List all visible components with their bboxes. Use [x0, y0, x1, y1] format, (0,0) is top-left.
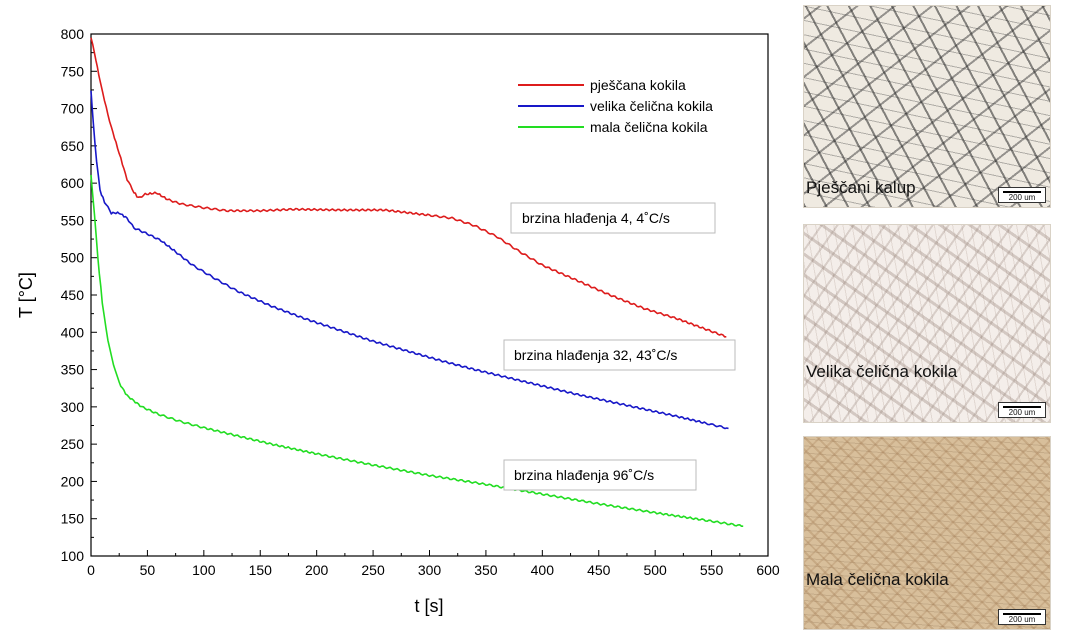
y-tick-label: 450 — [61, 287, 85, 303]
x-tick-label: 300 — [418, 562, 442, 578]
x-tick-label: 150 — [249, 562, 273, 578]
scale-bar: 200 um — [998, 402, 1046, 418]
y-tick-label: 400 — [61, 324, 85, 340]
x-tick-label: 50 — [140, 562, 156, 578]
y-tick-label: 700 — [61, 101, 85, 117]
y-axis-title: T [°C] — [16, 272, 36, 318]
legend-label: mala čelična kokila — [590, 119, 708, 135]
y-tick-label: 300 — [61, 399, 85, 415]
y-tick-label: 250 — [61, 436, 85, 452]
annotation-box: brzina hlađenja 4, 4˚C/s — [510, 202, 716, 234]
micrograph-caption: Velika čelična kokila — [806, 362, 958, 381]
micrograph-large-steel-mould: Velika čelična kokila 200 um — [803, 224, 1051, 423]
y-tick-label: 500 — [61, 250, 85, 266]
y-tick-label: 750 — [61, 63, 85, 79]
annotation-label: brzina hlađenja 4, 4˚C/s — [522, 210, 670, 226]
cooling-curve-chart: 0 50 100 150 200 250 300 350 400 450 500 550 600 100 1… — [16, 26, 780, 616]
legend-label: pješčana kokila — [590, 77, 686, 93]
x-tick-label: 550 — [700, 562, 724, 578]
y-tick-label: 650 — [61, 138, 85, 154]
y-tick-label: 600 — [61, 175, 85, 191]
series-line — [90, 90, 729, 430]
y-tick-label: 200 — [61, 473, 85, 489]
y-tick-label: 800 — [61, 26, 85, 42]
x-tick-label: 0 — [87, 562, 95, 578]
x-tick-label: 250 — [361, 562, 385, 578]
x-tick-label: 500 — [643, 562, 667, 578]
legend: pješčana kokila velika čelična kokila ma… — [518, 77, 713, 135]
x-tick-label: 400 — [531, 562, 555, 578]
scale-bar: 200 um — [998, 187, 1046, 203]
x-axis-title: t [s] — [414, 596, 443, 616]
legend-label: velika čelična kokila — [590, 98, 713, 114]
axis-ticks: 0 50 100 150 200 250 300 350 400 450 500 550 600 100 1… — [61, 26, 780, 578]
series-layer — [90, 37, 744, 527]
x-tick-label: 100 — [192, 562, 216, 578]
y-tick-label: 350 — [61, 362, 85, 378]
annotation-label: brzina hlađenja 96˚C/s — [514, 467, 654, 483]
annotation-label: brzina hlađenja 32, 43˚C/s — [514, 347, 677, 363]
series-line — [90, 174, 744, 527]
micrograph-sand-mould: Pješčani kalup 200 um — [803, 5, 1051, 208]
y-tick-label: 550 — [61, 212, 85, 228]
micrograph-small-steel-mould: Mala čelična kokila 200 um — [803, 436, 1051, 630]
x-tick-label: 350 — [474, 562, 498, 578]
y-tick-label: 150 — [61, 511, 85, 527]
annotation-box: brzina hlađenja 96˚C/s — [503, 459, 697, 491]
annotation-box: brzina hlađenja 32, 43˚C/s — [503, 339, 736, 371]
micrograph-caption: Pješčani kalup — [806, 178, 916, 197]
x-tick-label: 200 — [305, 562, 329, 578]
micrograph-caption: Mala čelična kokila — [806, 570, 949, 589]
y-tick-label: 100 — [61, 548, 85, 564]
scale-bar: 200 um — [998, 609, 1046, 625]
x-tick-label: 600 — [756, 562, 780, 578]
x-tick-label: 450 — [587, 562, 611, 578]
series-line — [90, 37, 727, 338]
